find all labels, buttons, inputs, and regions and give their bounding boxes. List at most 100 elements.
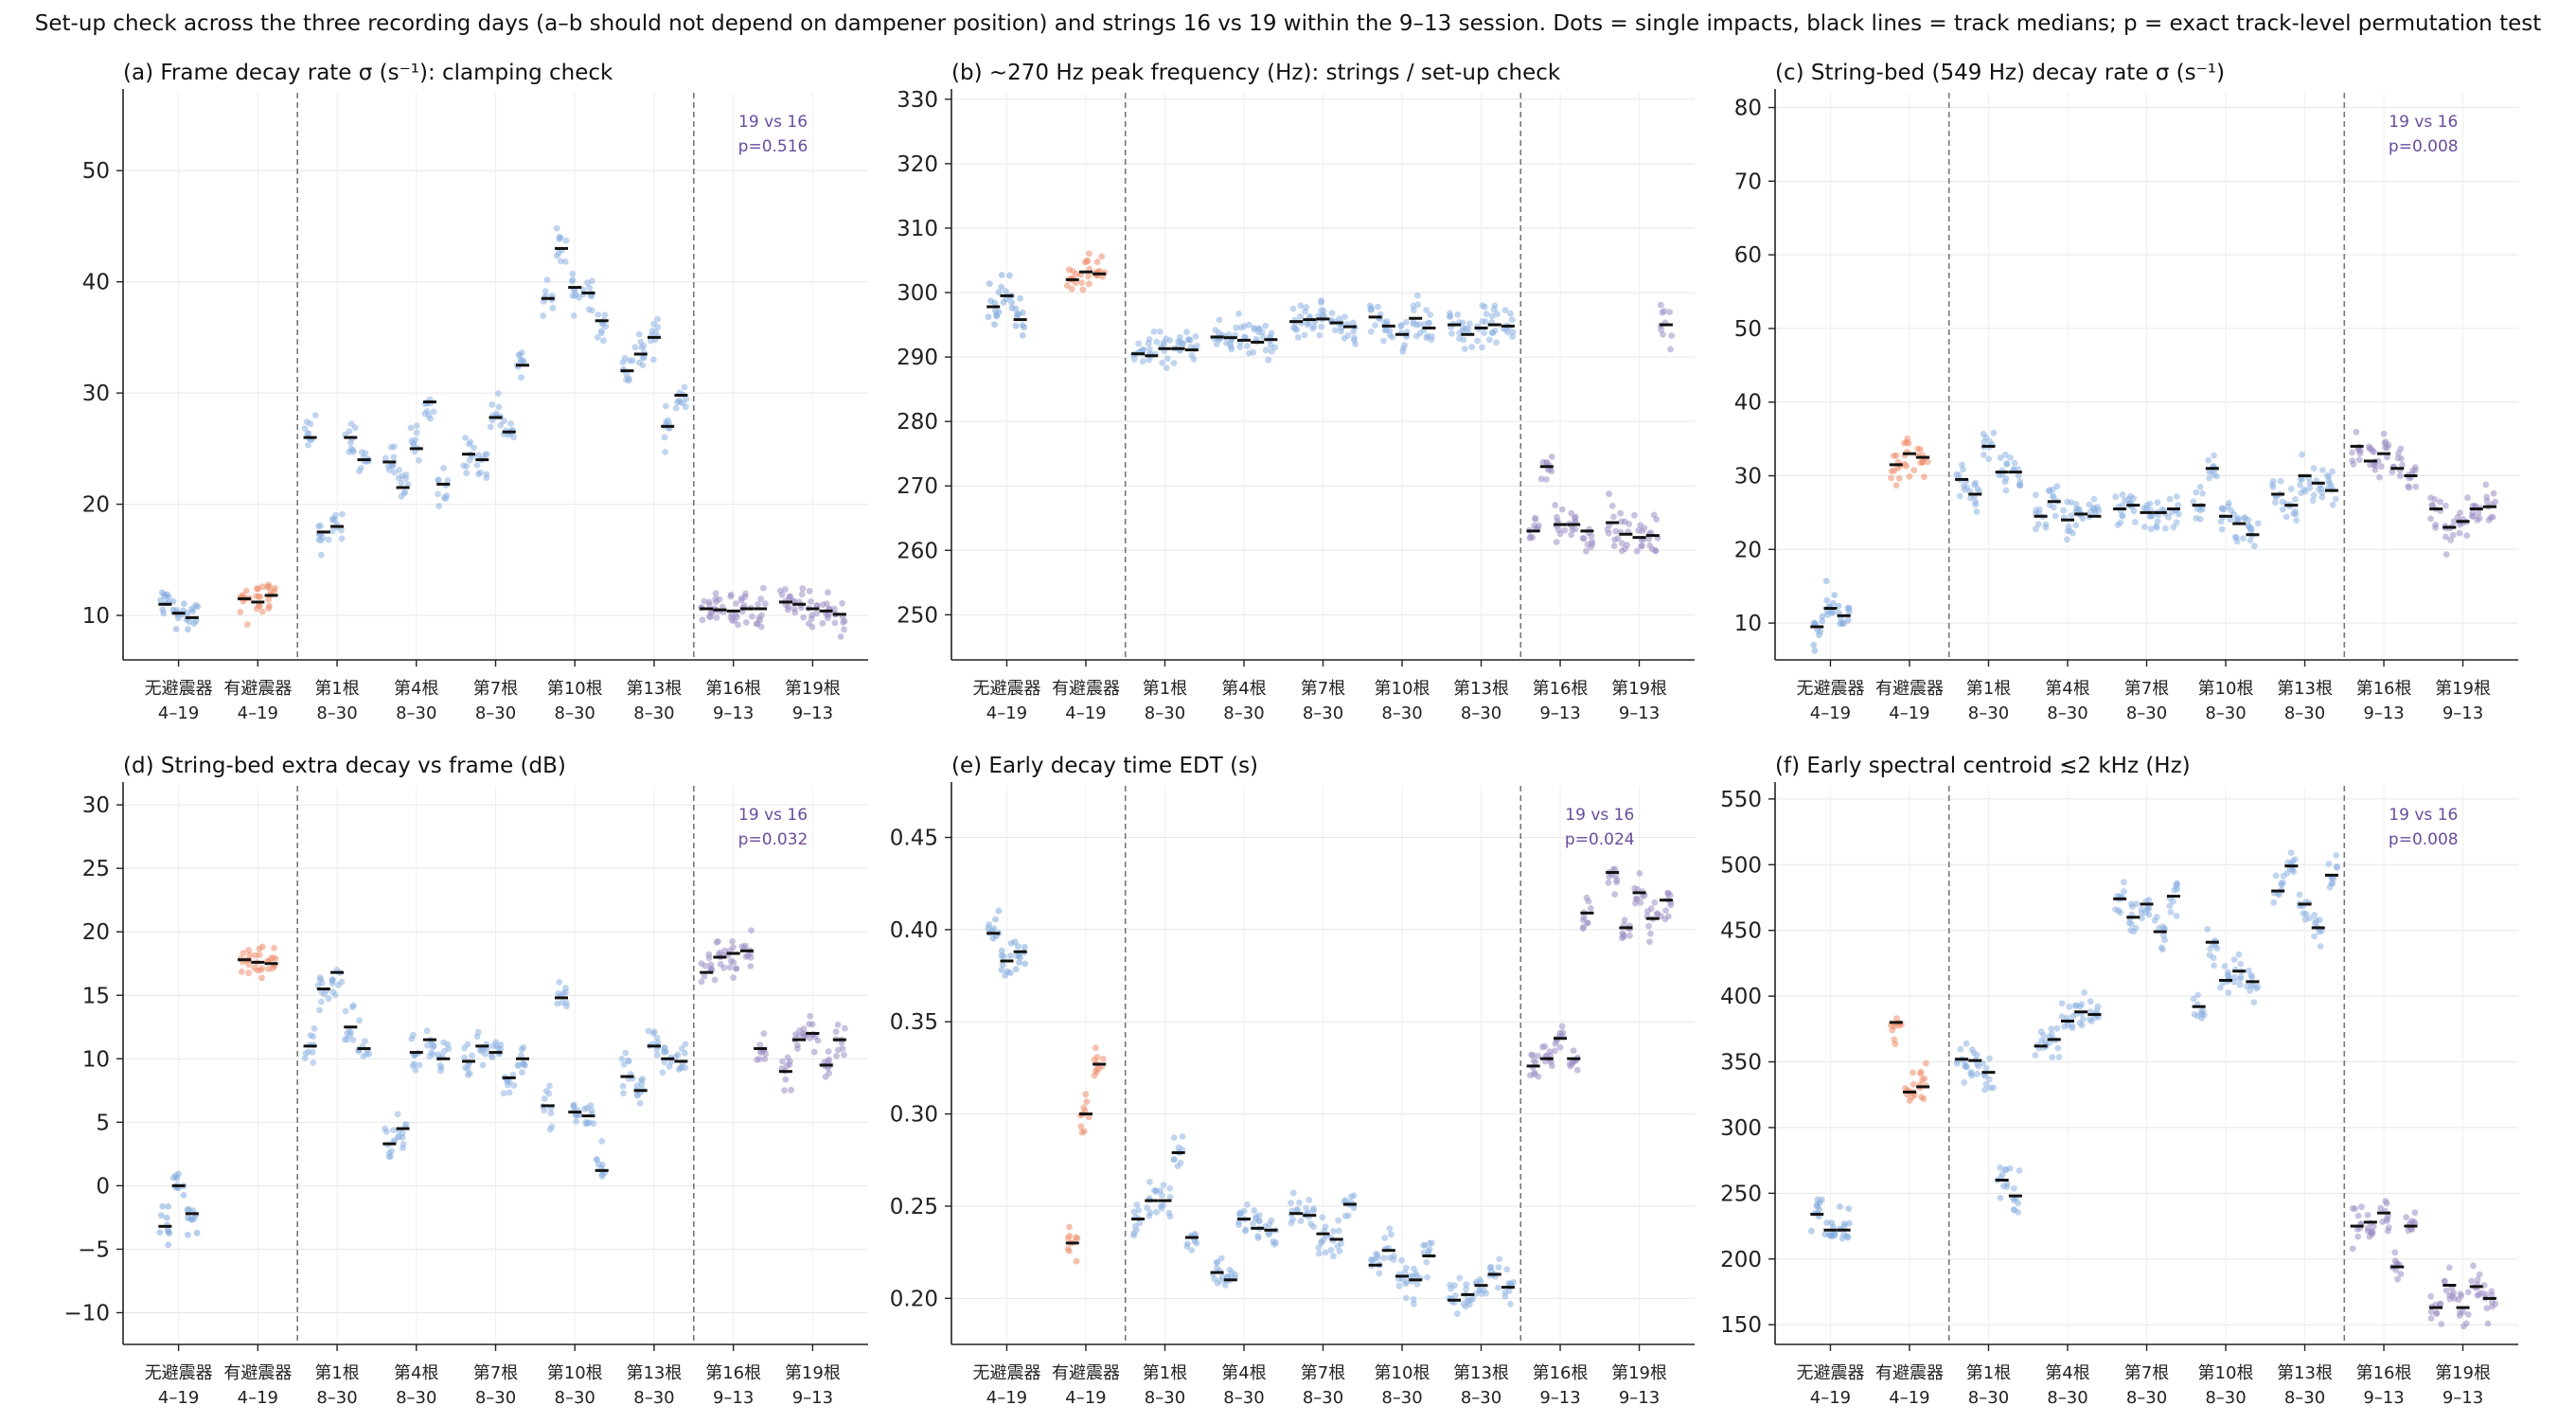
x-tick-label: 第19根: [785, 1363, 841, 1383]
impact-dot: [2367, 461, 2373, 469]
impact-dot: [993, 311, 1001, 318]
panel-e: (e) Early decay time EDT (s) 0.20 0.25 0.30…: [890, 754, 1695, 1408]
impact-dot: [2291, 856, 2299, 863]
x-tick-label: 第16根: [705, 1363, 761, 1383]
impact-dot: [237, 609, 244, 615]
x-tick-sublabel: 8–30: [2284, 703, 2325, 723]
impact-dot: [779, 1058, 786, 1065]
x-tick-sublabel: 9–13: [2363, 703, 2404, 723]
impact-dot: [2010, 1206, 2017, 1213]
x-tick-sublabel: 4–19: [1810, 703, 1851, 723]
impact-dot: [1352, 340, 1359, 347]
x-tick-label: 第10根: [2198, 1363, 2254, 1383]
impact-dot: [507, 420, 514, 427]
x-tick-label: 第1根: [1143, 679, 1187, 699]
impact-dot: [1092, 1044, 1099, 1052]
panel-title: (d) String-bed extra decay vs frame (dB): [123, 754, 566, 778]
figure-suptitle: Set-up check across the three recording …: [34, 11, 2542, 36]
impact-dot: [1556, 530, 1564, 538]
impact-dot: [989, 934, 997, 942]
impact-dot: [267, 588, 275, 596]
impact-dot: [1895, 475, 1903, 482]
annotation-label: 19 vs 16: [2389, 113, 2458, 132]
x-tick-sublabel: 4–19: [986, 703, 1027, 723]
impact-dot: [342, 1007, 349, 1015]
x-tick-sublabel: 4–19: [1065, 703, 1106, 723]
impact-dot: [2011, 459, 2018, 467]
impact-dot: [2408, 1226, 2416, 1233]
impact-dot: [1386, 1225, 1394, 1232]
impact-dot: [545, 1090, 553, 1097]
impact-dot: [2015, 1200, 2022, 1207]
impact-dot: [631, 344, 639, 351]
impact-dot: [310, 1059, 317, 1066]
impact-dot: [2427, 515, 2435, 523]
x-tick-sublabel: 9–13: [1619, 1388, 1660, 1408]
impact-dot: [1003, 295, 1010, 303]
impact-dot: [716, 596, 723, 603]
impact-dot: [2488, 1288, 2496, 1295]
impact-dot: [1822, 578, 1830, 584]
x-tick-label: 第4根: [2045, 679, 2089, 699]
impact-dot: [1662, 907, 1669, 914]
impact-dot: [1426, 319, 1432, 327]
impact-dot: [428, 1049, 435, 1057]
impact-dot: [1019, 322, 1026, 329]
impact-dot: [1569, 1058, 1576, 1066]
impact-dot: [808, 623, 816, 631]
impact-dot: [2173, 493, 2180, 500]
impact-dot: [712, 590, 720, 597]
impact-dot: [1493, 339, 1500, 347]
impact-dot: [2230, 978, 2238, 986]
impact-dot: [2033, 525, 2039, 533]
impact-dot: [1006, 272, 1013, 279]
impact-dot: [2165, 513, 2172, 521]
impact-dot: [540, 312, 547, 319]
impact-dot: [2128, 900, 2135, 908]
impact-dot: [1268, 347, 1275, 355]
impact-dot: [1495, 1264, 1502, 1271]
y-tick-label: 200: [1720, 1248, 1762, 1272]
impact-dot: [1151, 1186, 1158, 1194]
y-tick-label: 60: [1734, 243, 1762, 268]
impact-dot: [190, 620, 198, 627]
panel-f: (f) Early spectral centroid ≲2 kHz (Hz) 1…: [1720, 754, 2518, 1408]
impact-dot: [2443, 1287, 2450, 1294]
impact-dot: [733, 600, 739, 607]
impact-dot: [1398, 1256, 1405, 1264]
annotation-label: 19 vs 16: [738, 113, 808, 132]
impact-dot: [2366, 443, 2372, 451]
impact-dot: [305, 430, 312, 437]
impact-dot: [404, 481, 412, 489]
impact-dot: [1073, 1257, 1080, 1265]
impact-dot: [1309, 325, 1317, 332]
impact-dot: [2279, 506, 2286, 513]
x-tick-label: 第4根: [2045, 1363, 2089, 1383]
impact-dot: [1447, 312, 1454, 320]
impact-dot: [2032, 491, 2039, 499]
impact-dot: [1372, 322, 1379, 329]
impact-dot: [385, 1153, 393, 1161]
impact-dot: [1017, 954, 1023, 961]
impact-dot: [547, 1110, 555, 1117]
impact-dot: [1349, 319, 1357, 327]
impact-dot: [542, 288, 549, 294]
impact-dot: [2389, 469, 2396, 475]
impact-dot: [1846, 1219, 1853, 1227]
y-tick-label: 20: [82, 493, 110, 518]
x-tick-label: 第13根: [626, 1363, 682, 1383]
impact-dot: [1064, 1235, 1072, 1242]
impact-dot: [2271, 499, 2279, 507]
impact-dot: [2376, 473, 2383, 481]
impact-dot: [1139, 358, 1146, 365]
x-tick-label: 第10根: [547, 679, 603, 699]
impact-dot: [639, 354, 647, 362]
impact-dot: [1413, 292, 1421, 299]
impact-dot: [1255, 1212, 1263, 1218]
x-tick-label: 有避震器: [223, 1363, 292, 1383]
impact-dot: [636, 1099, 644, 1107]
impact-dot: [1165, 1209, 1173, 1217]
impact-dot: [1509, 333, 1516, 340]
impact-dot: [2456, 521, 2463, 528]
impact-dot: [382, 1128, 390, 1135]
